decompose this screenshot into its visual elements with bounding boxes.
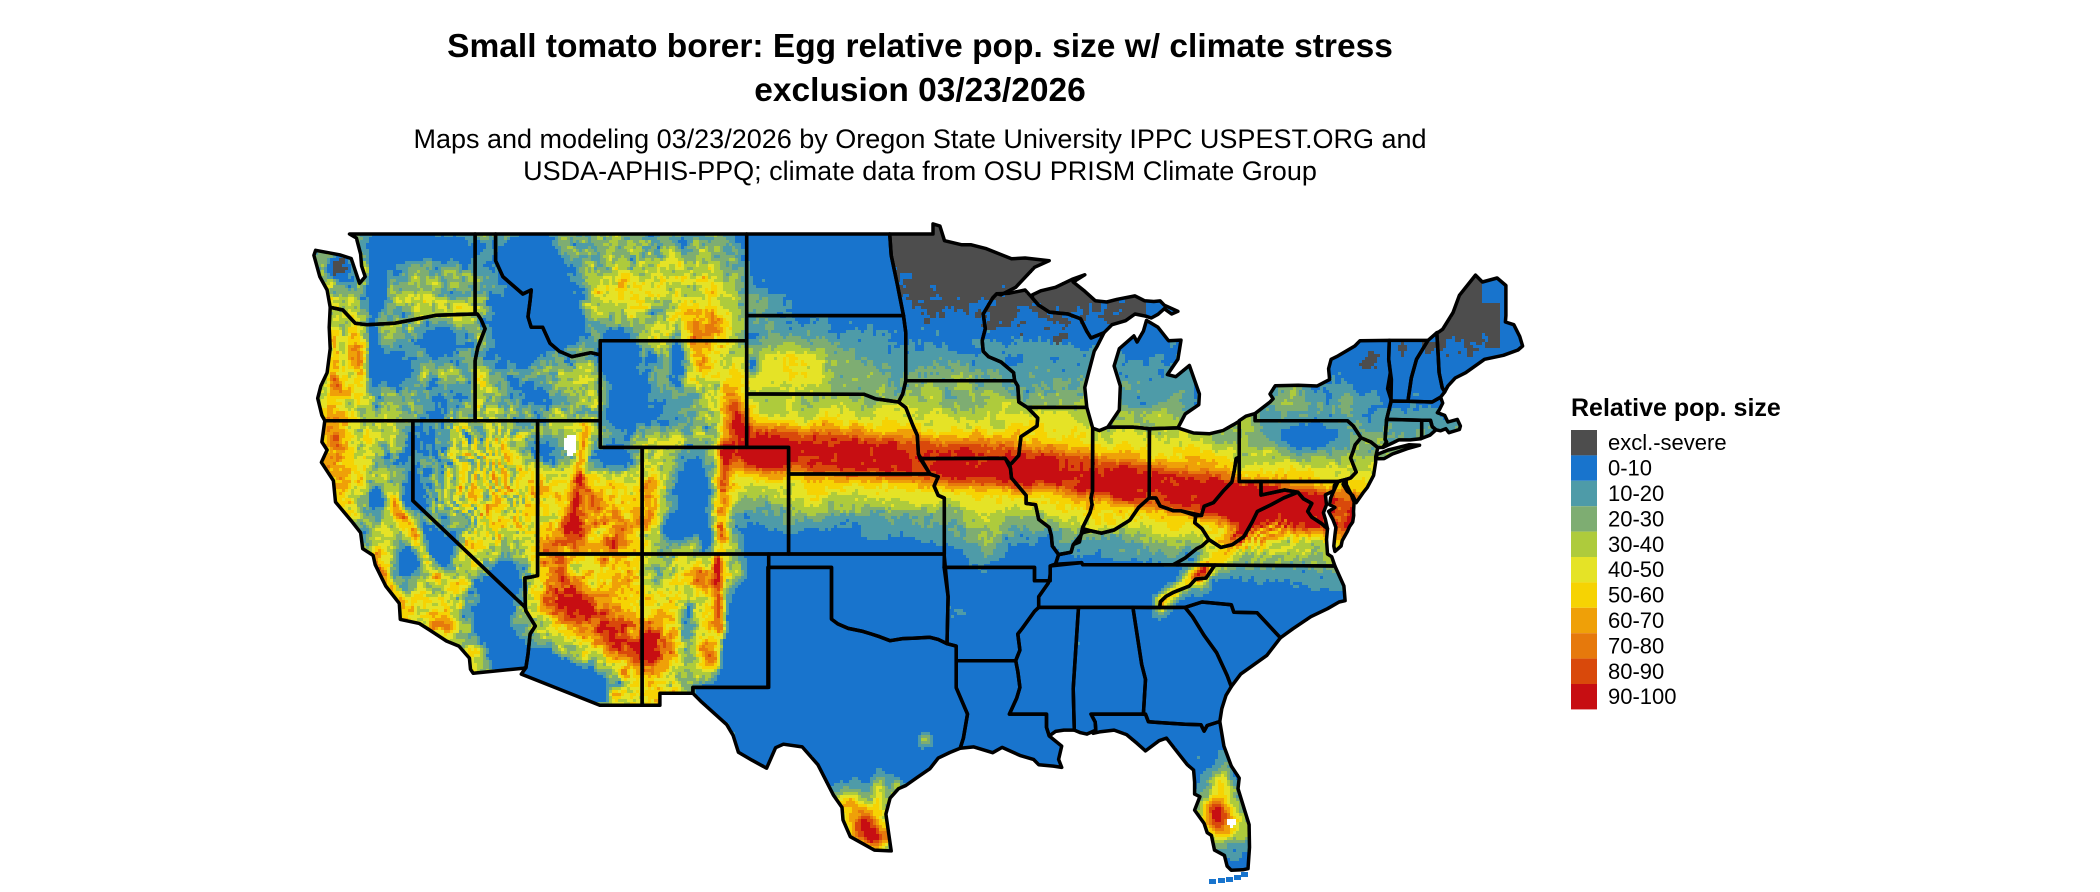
svg-text:10-20: 10-20 (1608, 481, 1664, 506)
svg-text:Relative pop. size: Relative pop. size (1571, 394, 1781, 422)
svg-text:0-10: 0-10 (1608, 456, 1652, 481)
svg-text:80-90: 80-90 (1608, 659, 1664, 684)
svg-text:Small tomato borer: Egg relati: Small tomato borer: Egg relative pop. si… (447, 28, 1393, 65)
svg-text:90-100: 90-100 (1608, 684, 1677, 709)
svg-text:excl.-severe: excl.-severe (1608, 430, 1727, 455)
svg-text:60-70: 60-70 (1608, 608, 1664, 633)
svg-text:70-80: 70-80 (1608, 633, 1664, 658)
svg-text:30-40: 30-40 (1608, 532, 1664, 557)
svg-text:exclusion 03/23/2026: exclusion 03/23/2026 (754, 72, 1086, 109)
svg-text:Maps and modeling 03/23/2026 b: Maps and modeling 03/23/2026 by Oregon S… (413, 124, 1426, 154)
svg-text:40-50: 40-50 (1608, 557, 1664, 582)
svg-text:20-30: 20-30 (1608, 506, 1664, 531)
svg-text:USDA-APHIS-PPQ; climate data f: USDA-APHIS-PPQ; climate data from OSU PR… (523, 156, 1317, 186)
svg-text:50-60: 50-60 (1608, 583, 1664, 608)
